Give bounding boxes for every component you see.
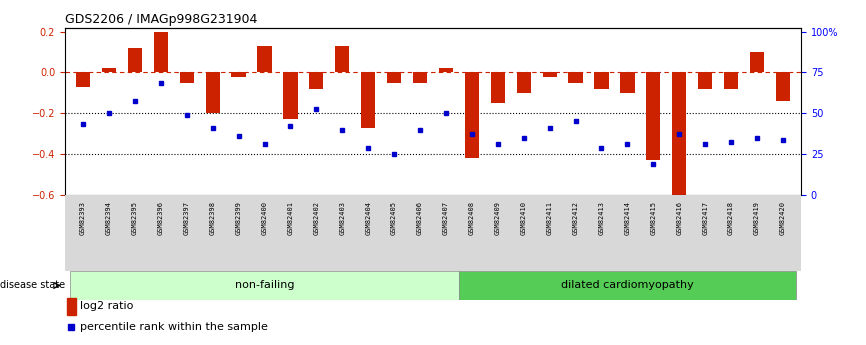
Text: GSM82413: GSM82413 xyxy=(598,201,604,235)
Bar xyxy=(646,72,661,160)
Text: disease state: disease state xyxy=(0,280,65,290)
Bar xyxy=(76,72,90,87)
Text: GSM82397: GSM82397 xyxy=(184,201,190,235)
Text: GSM82418: GSM82418 xyxy=(728,201,734,235)
Bar xyxy=(568,72,583,83)
Bar xyxy=(491,72,505,103)
Bar xyxy=(387,72,401,83)
Bar xyxy=(724,72,738,89)
Bar xyxy=(465,72,479,158)
Bar xyxy=(70,271,459,300)
Text: GSM82405: GSM82405 xyxy=(391,201,397,235)
Bar xyxy=(102,68,116,72)
Bar xyxy=(309,72,324,89)
Text: GSM82408: GSM82408 xyxy=(469,201,475,235)
Bar xyxy=(361,72,375,128)
Text: GDS2206 / IMAGp998G231904: GDS2206 / IMAGp998G231904 xyxy=(65,13,257,27)
Bar xyxy=(594,72,609,89)
Text: GSM82393: GSM82393 xyxy=(80,201,86,235)
Text: GSM82414: GSM82414 xyxy=(624,201,630,235)
Text: GSM82404: GSM82404 xyxy=(365,201,372,235)
Text: GSM82411: GSM82411 xyxy=(546,201,553,235)
Text: dilated cardiomyopathy: dilated cardiomyopathy xyxy=(561,280,694,290)
Text: GSM82417: GSM82417 xyxy=(702,201,708,235)
Text: GSM82402: GSM82402 xyxy=(313,201,320,235)
Text: GSM82407: GSM82407 xyxy=(443,201,449,235)
Bar xyxy=(672,72,687,195)
Text: GSM82395: GSM82395 xyxy=(132,201,138,235)
Bar xyxy=(128,48,142,72)
Text: GSM82396: GSM82396 xyxy=(158,201,164,235)
Bar xyxy=(776,72,790,101)
Bar xyxy=(205,72,220,113)
Text: GSM82400: GSM82400 xyxy=(262,201,268,235)
Bar xyxy=(750,52,764,72)
Text: GSM82409: GSM82409 xyxy=(494,201,501,235)
Bar xyxy=(698,72,712,89)
Bar xyxy=(459,271,796,300)
Text: GSM82403: GSM82403 xyxy=(339,201,346,235)
Bar xyxy=(154,32,168,72)
Text: GSM82394: GSM82394 xyxy=(106,201,112,235)
Bar xyxy=(335,46,349,72)
Bar xyxy=(517,72,531,93)
Bar xyxy=(283,72,298,119)
Bar xyxy=(439,68,453,72)
Bar xyxy=(257,46,272,72)
Text: GSM82406: GSM82406 xyxy=(417,201,423,235)
Text: GSM82398: GSM82398 xyxy=(210,201,216,235)
Bar xyxy=(231,72,246,77)
Text: log2 ratio: log2 ratio xyxy=(80,301,133,311)
Bar xyxy=(542,72,557,77)
Text: GSM82410: GSM82410 xyxy=(520,201,527,235)
Bar xyxy=(413,72,427,83)
Bar xyxy=(179,72,194,83)
Text: GSM82420: GSM82420 xyxy=(780,201,786,235)
Bar xyxy=(68,298,76,315)
Text: GSM82412: GSM82412 xyxy=(572,201,578,235)
Text: GSM82415: GSM82415 xyxy=(650,201,656,235)
Text: GSM82416: GSM82416 xyxy=(676,201,682,235)
Text: percentile rank within the sample: percentile rank within the sample xyxy=(80,322,268,332)
Text: GSM82399: GSM82399 xyxy=(236,201,242,235)
Text: GSM82419: GSM82419 xyxy=(754,201,760,235)
Bar xyxy=(620,72,635,93)
Text: GSM82401: GSM82401 xyxy=(288,201,294,235)
Text: non-failing: non-failing xyxy=(235,280,294,290)
